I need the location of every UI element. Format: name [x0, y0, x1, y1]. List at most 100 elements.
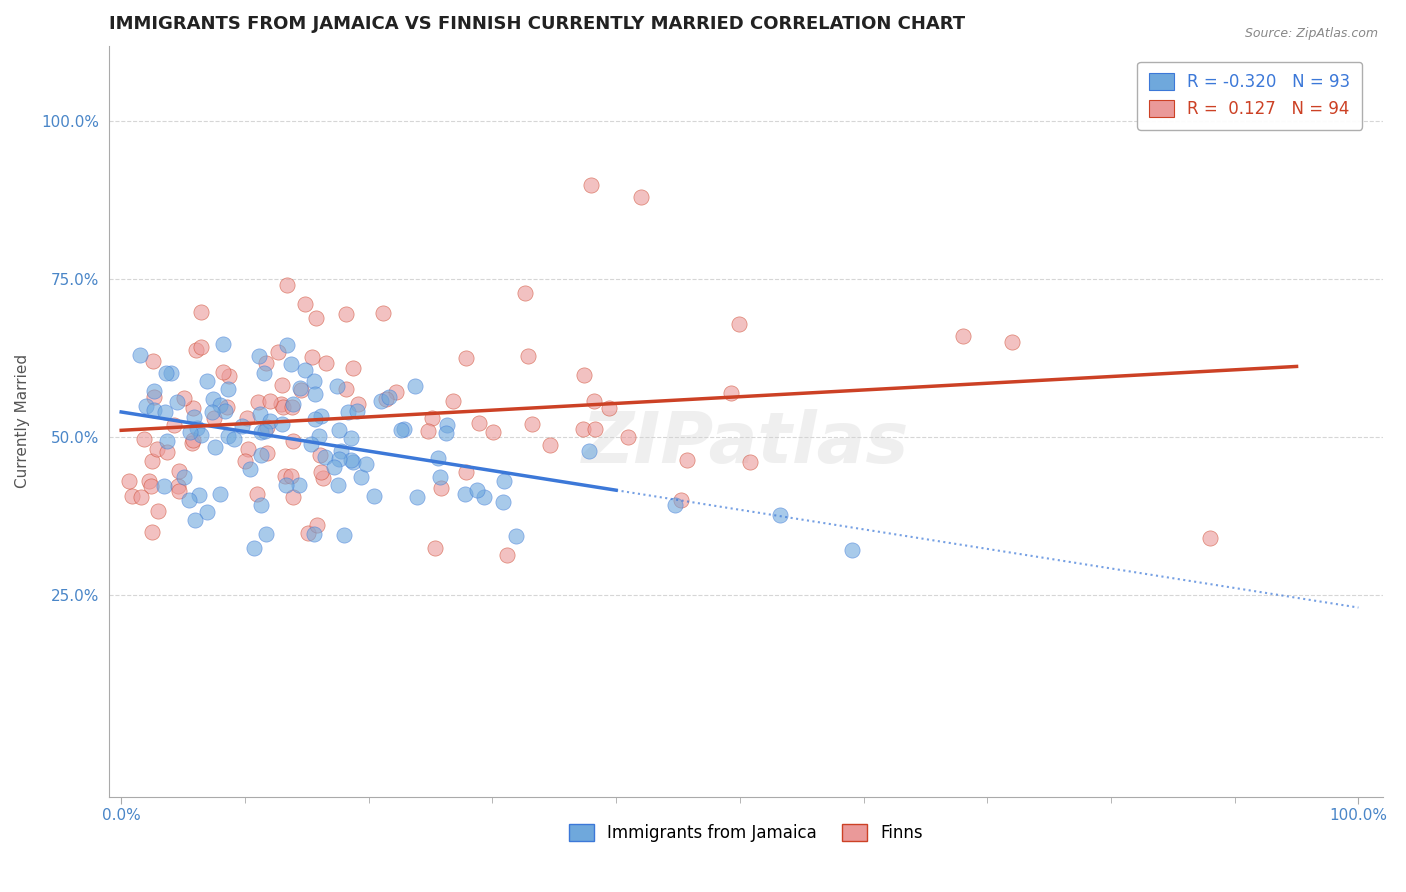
Finns: [297, 525, 319, 540]
Immigrants from Jamaica: [339, 431, 361, 445]
Immigrants from Jamaica: [231, 418, 253, 433]
Immigrants from Jamaica: [290, 381, 312, 395]
Immigrants from Jamaica: [271, 417, 294, 432]
Immigrants from Jamaica: [299, 437, 322, 451]
Immigrants from Jamaica: [254, 527, 277, 541]
Finns: [443, 393, 465, 408]
Immigrants from Jamaica: [217, 382, 239, 396]
Immigrants from Jamaica: [769, 508, 792, 522]
Finns: [516, 349, 538, 363]
Finns: [374, 392, 396, 406]
Finns: [496, 548, 519, 562]
Immigrants from Jamaica: [454, 487, 477, 501]
Finns: [572, 368, 595, 383]
Finns: [184, 343, 207, 357]
Finns: [246, 486, 269, 500]
Finns: [384, 385, 406, 400]
Finns: [173, 391, 195, 405]
Immigrants from Jamaica: [249, 407, 271, 421]
Finns: [181, 436, 204, 450]
Finns: [290, 383, 312, 397]
Finns: [270, 397, 292, 411]
Immigrants from Jamaica: [404, 379, 426, 393]
Immigrants from Jamaica: [129, 347, 152, 361]
Finns: [156, 444, 179, 458]
Finns: [335, 308, 357, 322]
Immigrants from Jamaica: [217, 429, 239, 443]
Immigrants from Jamaica: [363, 489, 385, 503]
Finns: [538, 438, 561, 452]
Finns: [129, 490, 152, 504]
Finns: [202, 410, 225, 425]
Finns: [236, 442, 259, 456]
Immigrants from Jamaica: [342, 455, 364, 469]
Finns: [259, 393, 281, 408]
Finns: [256, 420, 278, 434]
Finns: [727, 317, 749, 331]
Finns: [311, 465, 333, 479]
Finns: [167, 483, 190, 498]
Immigrants from Jamaica: [333, 528, 356, 542]
Immigrants from Jamaica: [392, 422, 415, 436]
Immigrants from Jamaica: [142, 403, 165, 417]
Immigrants from Jamaica: [492, 495, 515, 509]
Immigrants from Jamaica: [186, 421, 208, 435]
Finns: [142, 354, 165, 368]
Immigrants from Jamaica: [330, 444, 353, 458]
Finns: [335, 382, 357, 396]
Immigrants from Jamaica: [179, 493, 201, 508]
Finns: [169, 464, 191, 478]
Immigrants from Jamaica: [208, 487, 231, 501]
Immigrants from Jamaica: [309, 409, 332, 424]
Immigrants from Jamaica: [187, 488, 209, 502]
Immigrants from Jamaica: [201, 405, 224, 419]
Finns: [121, 489, 143, 503]
Finns: [167, 479, 190, 493]
Immigrants from Jamaica: [179, 425, 201, 439]
Immigrants from Jamaica: [160, 366, 183, 380]
Immigrants from Jamaica: [276, 338, 298, 352]
Immigrants from Jamaica: [197, 375, 219, 389]
Immigrants from Jamaica: [259, 414, 281, 428]
Finns: [952, 329, 974, 343]
Finns: [256, 446, 278, 460]
Finns: [346, 396, 368, 410]
Finns: [138, 474, 160, 488]
Finns: [522, 417, 544, 431]
Finns: [315, 356, 337, 370]
Immigrants from Jamaica: [427, 450, 450, 465]
Finns: [281, 434, 304, 448]
Immigrants from Jamaica: [195, 505, 218, 519]
Finns: [118, 474, 141, 488]
Finns: [371, 306, 394, 320]
Immigrants from Jamaica: [201, 392, 224, 407]
Finns: [342, 361, 364, 376]
Text: ZIPatlas: ZIPatlas: [582, 409, 910, 478]
Finns: [142, 390, 165, 404]
Finns: [669, 493, 692, 508]
Immigrants from Jamaica: [354, 457, 377, 471]
Immigrants from Jamaica: [183, 410, 205, 425]
Finns: [233, 454, 256, 468]
Immigrants from Jamaica: [211, 337, 233, 351]
Finns: [217, 400, 239, 414]
Immigrants from Jamaica: [294, 363, 316, 377]
Immigrants from Jamaica: [153, 405, 176, 419]
Finns: [141, 479, 163, 493]
Immigrants from Jamaica: [436, 417, 458, 432]
Immigrants from Jamaica: [370, 393, 392, 408]
Finns: [738, 455, 761, 469]
Text: IMMIGRANTS FROM JAMAICA VS FINNISH CURRENTLY MARRIED CORRELATION CHART: IMMIGRANTS FROM JAMAICA VS FINNISH CURRE…: [108, 15, 965, 33]
Finns: [305, 310, 328, 325]
Immigrants from Jamaica: [280, 357, 302, 371]
Finns: [276, 278, 298, 293]
Immigrants from Jamaica: [190, 427, 212, 442]
Immigrants from Jamaica: [406, 490, 429, 504]
Immigrants from Jamaica: [155, 366, 177, 380]
Immigrants from Jamaica: [214, 403, 236, 417]
Immigrants from Jamaica: [173, 470, 195, 484]
Immigrants from Jamaica: [166, 395, 188, 409]
Immigrants from Jamaica: [494, 475, 516, 489]
Immigrants from Jamaica: [465, 483, 488, 497]
Finns: [141, 454, 163, 468]
